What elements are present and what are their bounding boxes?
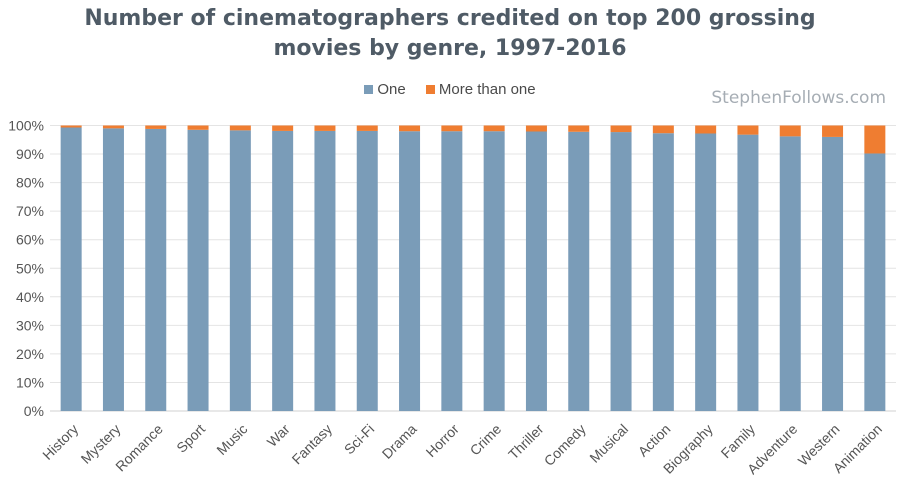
bar-segment-more-than-one — [864, 125, 886, 154]
x-category-label: War — [264, 421, 293, 450]
bar-segment-more-than-one — [187, 125, 209, 130]
chart-title-line-1: Number of cinematographers credited on t… — [84, 6, 816, 31]
y-tick-label: 80% — [16, 175, 44, 191]
x-category-label: Action — [635, 421, 674, 460]
bar-segment-more-than-one — [399, 125, 421, 132]
chart-title: Number of cinematographers credited on t… — [0, 4, 900, 64]
bar-segment-more-than-one — [695, 125, 717, 134]
x-category-label: Horror — [423, 421, 463, 461]
bar-segment-one — [102, 128, 124, 412]
x-category-label: Comedy — [541, 421, 589, 469]
bar-segment-one — [272, 130, 294, 411]
bar-segment-more-than-one — [314, 125, 336, 131]
bar-segment-one — [483, 131, 505, 411]
bar-segment-one — [60, 127, 82, 411]
legend-label-one: One — [377, 80, 406, 98]
bar-segment-more-than-one — [525, 125, 547, 132]
bar-segment-more-than-one — [60, 125, 82, 128]
y-tick-label: 70% — [16, 203, 44, 219]
x-category-label: Drama — [379, 421, 420, 462]
bar-segment-more-than-one — [652, 125, 674, 134]
x-category-label: Family — [718, 421, 758, 461]
bar-segment-more-than-one — [568, 125, 590, 132]
x-category-label: History — [39, 421, 81, 463]
y-tick-label: 30% — [16, 317, 44, 333]
bar-segment-one — [356, 130, 378, 411]
bar-segment-more-than-one — [610, 125, 632, 133]
legend-label-more-than-one: More than one — [438, 80, 536, 98]
bar-segment-one — [145, 128, 167, 411]
x-category-label: Crime — [467, 421, 505, 459]
bar-segment-more-than-one — [229, 125, 251, 131]
bar-segment-one — [610, 132, 632, 411]
bar-segment-more-than-one — [822, 125, 844, 137]
bar-segment-one — [441, 131, 463, 411]
y-tick-label: 0% — [24, 403, 44, 419]
chart-title-line-2: movies by genre, 1997-2016 — [273, 36, 627, 61]
bar-segment-one — [525, 131, 547, 412]
bar-segment-more-than-one — [102, 125, 124, 129]
x-category-label: Sci-Fi — [341, 421, 378, 458]
y-tick-label: 10% — [16, 374, 44, 390]
y-tick-label: 100% — [8, 118, 44, 134]
watermark: StephenFollows.com — [711, 88, 886, 108]
x-category-label: Thriller — [505, 421, 547, 463]
bar-segment-one — [864, 153, 886, 411]
y-tick-label: 40% — [16, 289, 44, 305]
bar-segment-one — [568, 131, 590, 411]
chart-legend: One More than one — [0, 80, 900, 98]
bar-segment-more-than-one — [356, 125, 378, 131]
bar-segment-one — [229, 130, 251, 411]
bar-segment-one — [779, 136, 801, 411]
bar-segment-more-than-one — [779, 125, 801, 137]
legend-item-one: One — [364, 80, 406, 98]
bar-segment-one — [822, 136, 844, 412]
bar-segment-more-than-one — [483, 125, 505, 132]
bar-segment-one — [695, 133, 717, 411]
y-tick-label: 50% — [16, 260, 44, 276]
legend-item-more-than-one: More than one — [425, 80, 536, 98]
y-tick-label: 60% — [16, 232, 44, 248]
x-category-label: Romance — [112, 421, 166, 475]
x-category-label: Musical — [586, 421, 631, 466]
legend-swatch-more-than-one — [425, 85, 435, 95]
bar-segment-more-than-one — [145, 125, 167, 129]
x-category-label: Music — [213, 421, 250, 458]
x-category-label: Sport — [173, 421, 208, 456]
bar-segment-one — [399, 131, 421, 411]
legend-swatch-one — [364, 85, 374, 95]
bar-segment-one — [737, 134, 759, 412]
y-tick-label: 90% — [16, 146, 44, 162]
bar-segment-one — [314, 130, 336, 411]
bar-segment-more-than-one — [272, 125, 294, 131]
bar-segment-one — [652, 133, 674, 411]
bar-segment-more-than-one — [737, 125, 759, 135]
y-tick-label: 20% — [16, 346, 44, 362]
x-category-label: Fantasy — [289, 421, 336, 468]
bar-segment-more-than-one — [441, 125, 463, 132]
bar-segment-one — [187, 129, 209, 411]
